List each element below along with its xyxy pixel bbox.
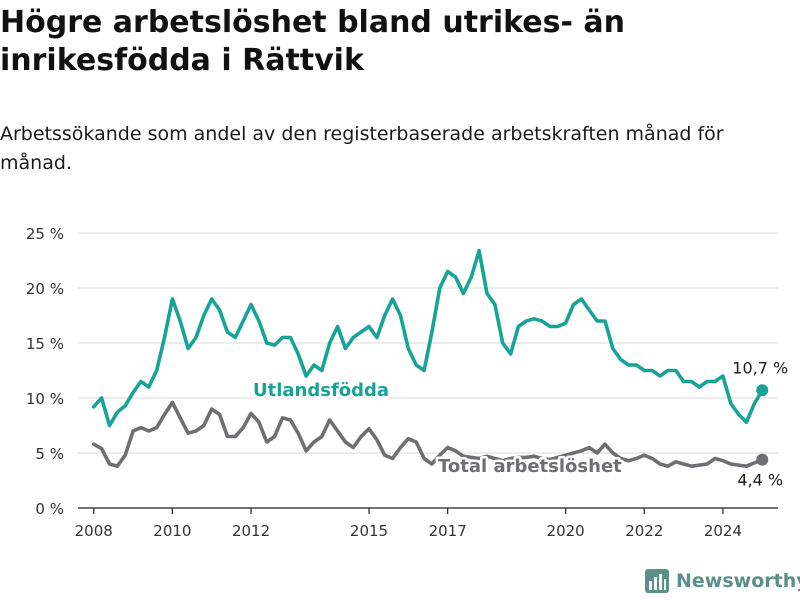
chart-subtitle: Arbetssökande som andel av den registerb…: [0, 123, 724, 174]
y-tick-label: 25 %: [26, 225, 64, 243]
y-tick-label: 15 %: [26, 335, 64, 353]
end-point: [756, 453, 769, 466]
x-tick-label: 2024: [704, 522, 742, 540]
series-line: [91, 248, 765, 428]
y-tick-label: 20 %: [26, 280, 64, 298]
x-tick-label: 2020: [547, 522, 585, 540]
end-point: [756, 384, 769, 397]
end-value-label: 4,4 %: [737, 471, 783, 490]
y-tick-label: 0 %: [35, 500, 64, 518]
x-tick-label: 2012: [232, 522, 270, 540]
x-tick-label: 2017: [429, 522, 467, 540]
x-tick-label: 2008: [75, 522, 113, 540]
series-line: [91, 400, 765, 468]
x-tick-label: 2010: [153, 522, 191, 540]
x-tick-label: 2022: [625, 522, 663, 540]
y-tick-label: 10 %: [26, 390, 64, 408]
end-value-label: 10,7 %: [732, 358, 788, 377]
series-label: Total arbetslöshet: [438, 456, 622, 477]
newsworthy-logo-icon: [645, 569, 669, 593]
series-label: Utlandsfödda: [253, 380, 389, 401]
chart-title: Högre arbetslöshet bland utrikes- än inr…: [0, 5, 625, 78]
y-tick-label: 5 %: [35, 445, 64, 463]
brand-name: Newsworthy: [676, 570, 800, 592]
brand-logo: Newsworthy: [644, 568, 800, 594]
x-tick-label: 2015: [350, 522, 388, 540]
